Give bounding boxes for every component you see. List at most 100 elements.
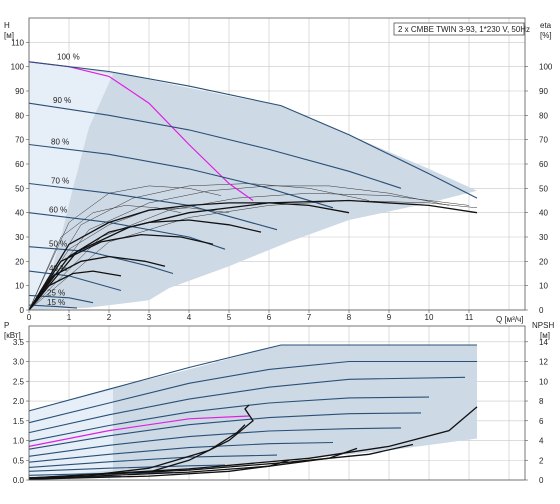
speed-label: 100 % <box>57 52 80 61</box>
series-line <box>28 443 414 479</box>
series-line <box>28 396 430 442</box>
right-tick-label: 70 <box>539 136 548 145</box>
top-title-box: 2 x CMBE TWIN 3-93, 1*230 V, 50Hz <box>393 22 530 36</box>
head-flow-plot: 100 %90 %80 %70 %60 %50 %40 %25 %15 %010… <box>11 17 553 322</box>
left-tick-label: 0.5 <box>13 456 25 465</box>
speed-label: 50 % <box>49 240 67 249</box>
efficiency-thin-curve <box>28 185 450 311</box>
series-line <box>28 459 290 480</box>
right-tick-label: 50 <box>539 184 548 193</box>
left-axis-label-top: H <box>4 21 10 30</box>
operating-envelope <box>29 345 477 478</box>
series-line <box>28 182 278 231</box>
speed-label: 15 % <box>47 298 65 307</box>
series-line <box>28 464 226 472</box>
right-tick-label: 2 <box>539 456 544 465</box>
series-line <box>28 304 78 309</box>
x-tick-label: 4 <box>187 313 192 322</box>
x-tick-label: 10 <box>425 313 434 322</box>
right-tick-label: 0 <box>539 476 544 485</box>
series-line <box>28 454 278 468</box>
left-tick-label: 0 <box>20 306 25 315</box>
series-line <box>28 202 350 311</box>
left-tick-label: 100 <box>11 63 25 72</box>
efficiency-thin-curve <box>28 207 230 311</box>
series-line <box>28 360 477 424</box>
right-tick-label: 40 <box>539 209 548 218</box>
right-tick-label: 10 <box>539 282 548 291</box>
left-tick-label: 80 <box>15 111 24 120</box>
left-tick-label: 2.0 <box>13 397 25 406</box>
left-tick-label: 110 <box>11 38 24 47</box>
x-tick-label: 6 <box>267 313 272 322</box>
left-tick-label: 0.0 <box>13 476 25 485</box>
series-line <box>28 102 402 189</box>
series-line <box>28 61 478 199</box>
chart-title: 2 x CMBE TWIN 3-93, 1*230 V, 50Hz <box>398 25 530 34</box>
left-tick-label: 3.5 <box>13 338 25 347</box>
speed-label: 25 % <box>47 288 65 297</box>
right-axis-unit-bottom: [м] <box>540 331 550 340</box>
right-tick-label: 10 <box>539 377 548 386</box>
x-tick-label: 8 <box>347 313 352 322</box>
x-tick-label: 5 <box>227 313 232 322</box>
speed-label: 60 % <box>49 206 67 215</box>
series-line <box>28 246 174 275</box>
right-tick-label: 6 <box>539 417 544 426</box>
speed-label: 80 % <box>51 138 69 147</box>
right-tick-label: 0 <box>539 306 544 315</box>
left-tick-label: 3.0 <box>13 358 25 367</box>
series-line <box>28 441 334 463</box>
x-axis-label: Q [м³/ч] <box>496 315 523 324</box>
series-line <box>28 294 94 304</box>
left-tick-label: 20 <box>15 257 24 266</box>
x-tick-label: 9 <box>387 313 392 322</box>
left-tick-label: 10 <box>15 282 24 291</box>
speed-label: 70 % <box>51 176 69 185</box>
right-tick-label: 12 <box>539 358 548 367</box>
left-tick-label: 1.5 <box>13 417 25 426</box>
x-tick-label: 11 <box>465 313 474 322</box>
right-tick-label: 90 <box>539 87 548 96</box>
right-tick-label: 80 <box>539 111 548 120</box>
left-tick-label: 60 <box>15 160 24 169</box>
left-axis-unit-top: [м] <box>4 31 14 40</box>
left-tick-label: 90 <box>15 87 24 96</box>
right-axis-unit-top: [%] <box>540 31 552 40</box>
right-axis-label-top: eta <box>540 21 552 30</box>
power-npsh-plot: 0.0 0.5 1.0 1.5 2.0 2.5 3.0 3.5 0 2 4 6 8 10 12 14 <box>13 325 548 485</box>
efficiency-thin-curve <box>28 200 478 311</box>
plot-frame <box>28 325 526 481</box>
right-tick-label: 100 <box>539 63 553 72</box>
series-line <box>28 427 402 457</box>
series-line <box>28 233 214 311</box>
series-line <box>28 219 262 311</box>
x-tick-label: 1 <box>67 313 72 322</box>
right-tick-label: 60 <box>539 160 548 169</box>
efficiency-thin-curve <box>28 185 222 311</box>
series-line <box>28 406 478 479</box>
series-line <box>28 412 422 450</box>
right-tick-label: 30 <box>539 233 548 242</box>
x-tick-label: 7 <box>307 313 312 322</box>
left-axis-unit-bottom: [кВт] <box>4 331 21 340</box>
right-tick-label: 8 <box>539 397 544 406</box>
series-line <box>28 199 478 311</box>
left-tick-label: 30 <box>15 233 24 242</box>
left-tick-label: 50 <box>15 184 24 193</box>
x-tick-label: 3 <box>147 313 152 322</box>
right-tick-label: 14 <box>539 338 548 347</box>
right-axis-label-bottom: NPSH <box>532 321 554 330</box>
series-line <box>28 143 334 209</box>
efficiency-thin-curve <box>28 183 370 311</box>
x-tick-label: 2 <box>107 313 112 322</box>
right-tick-label: 20 <box>539 257 548 266</box>
right-tick-label: 4 <box>539 437 544 446</box>
series-line <box>28 344 477 412</box>
operating-envelope <box>29 61 477 310</box>
series-line <box>88 424 246 476</box>
left-tick-label: 1.0 <box>13 437 25 446</box>
series-line <box>28 255 166 311</box>
left-tick-label: 40 <box>15 209 24 218</box>
speed-label: 90 % <box>53 96 71 105</box>
